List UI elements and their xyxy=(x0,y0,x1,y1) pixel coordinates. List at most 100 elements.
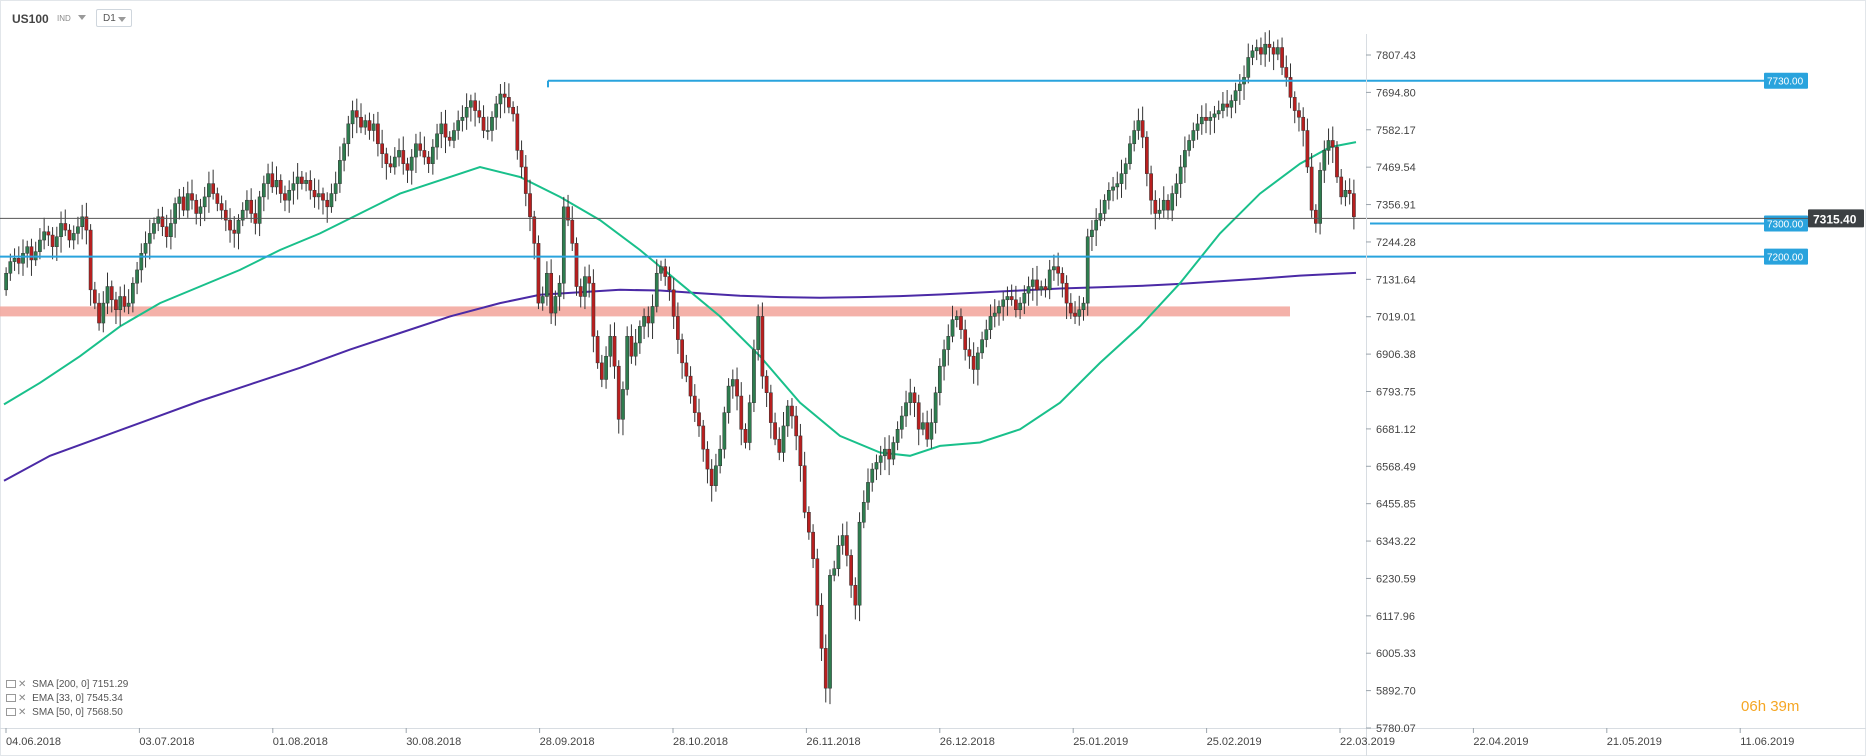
candle-body xyxy=(532,216,537,244)
candle-body xyxy=(156,216,161,224)
candle-body xyxy=(519,150,524,168)
candle-body xyxy=(912,392,917,403)
candle-body xyxy=(147,233,152,244)
candle-body xyxy=(1043,286,1048,291)
candle-body xyxy=(1060,272,1065,284)
candle-body xyxy=(1263,43,1268,55)
candle-body xyxy=(371,123,376,131)
legend-row-sma50[interactable]: ✕ SMA [50, 0] 7568.50 xyxy=(6,706,128,720)
symbol-selector[interactable]: US100 xyxy=(12,12,49,26)
candle-body xyxy=(1077,309,1082,317)
candle-body xyxy=(709,468,714,486)
candle-body xyxy=(553,296,558,314)
y-tick-label: 7807.43 xyxy=(1376,50,1416,62)
settings-icon[interactable] xyxy=(6,680,16,689)
close-icon[interactable]: ✕ xyxy=(18,707,27,718)
candle-body xyxy=(671,289,676,317)
candle-body xyxy=(984,329,989,340)
timeframe-selector[interactable]: D1 xyxy=(96,9,132,27)
candle-body xyxy=(232,229,237,234)
candle-body xyxy=(1339,176,1344,198)
candle-body xyxy=(177,196,182,204)
horizontal-levels: 7730.00 7300.00 7200.00 7315.40 xyxy=(0,72,1864,265)
candle-body xyxy=(215,193,220,204)
candle-body xyxy=(714,465,718,486)
candle-body xyxy=(338,160,342,184)
candle-body xyxy=(959,316,963,330)
chevron-down-icon[interactable] xyxy=(78,15,86,20)
settings-icon[interactable] xyxy=(6,694,16,703)
candle-body xyxy=(997,306,1001,314)
candle-body xyxy=(904,402,908,417)
candle-body xyxy=(1250,50,1255,58)
candle-body xyxy=(798,435,803,467)
candle-body xyxy=(392,156,397,168)
candle-body xyxy=(1208,116,1213,121)
candle-body xyxy=(1199,116,1204,125)
indicator-legend: ✕ SMA [200, 0] 7151.29 ✕ EMA [33, 0] 754… xyxy=(6,678,128,720)
candle-body xyxy=(583,276,587,297)
candle-body xyxy=(1204,116,1208,121)
candle-body xyxy=(426,156,431,164)
candle-body xyxy=(1128,143,1132,164)
candle-body xyxy=(1157,209,1162,214)
axes: 7807.43 7694.80 7582.17 7469.54 7356.91 7244.… xyxy=(0,34,1866,756)
x-tick-label: 30.08.2018 xyxy=(406,736,461,748)
countdown-h-unit: h xyxy=(1757,698,1767,715)
candle-body xyxy=(4,272,8,291)
candle-body xyxy=(397,150,401,158)
x-tick-label: 22.04.2019 xyxy=(1473,736,1528,748)
candle-body xyxy=(295,176,300,184)
candle-body xyxy=(688,375,693,397)
candle-body xyxy=(1254,47,1259,52)
candle-body xyxy=(92,289,97,304)
candle-body xyxy=(828,575,832,689)
candle-body xyxy=(1005,296,1010,301)
candle-body xyxy=(190,193,194,201)
legend-row-ema33[interactable]: ✕ EMA [33, 0] 7545.34 xyxy=(6,692,128,706)
candle-body xyxy=(185,193,190,211)
candle-body xyxy=(937,365,942,393)
candle-body xyxy=(823,648,828,689)
candle-body xyxy=(1191,130,1196,141)
close-icon[interactable]: ✕ xyxy=(18,693,27,704)
candle-body xyxy=(549,272,553,314)
candle-body xyxy=(870,468,875,483)
candle-body xyxy=(84,216,89,231)
candle-body xyxy=(342,143,346,161)
candle-body xyxy=(701,425,706,450)
countdown-m-unit: m xyxy=(1786,698,1800,715)
candle-body xyxy=(591,282,596,337)
candle-body xyxy=(785,405,790,427)
candle-body xyxy=(578,286,583,297)
candle-body xyxy=(50,234,55,247)
candle-body xyxy=(228,219,232,231)
candle-body xyxy=(207,183,211,198)
candle-body xyxy=(946,336,951,350)
current-price-label: 7315.40 xyxy=(1813,212,1857,226)
candle-body xyxy=(730,379,735,387)
y-tick-label: 6343.22 xyxy=(1376,536,1416,548)
candle-body xyxy=(414,143,418,158)
candle-body xyxy=(477,110,482,118)
legend-row-sma200[interactable]: ✕ SMA [200, 0] 7151.29 xyxy=(6,678,128,692)
candle-body xyxy=(790,405,794,417)
candle-body xyxy=(236,219,241,234)
candle-body xyxy=(418,143,423,151)
candle-body xyxy=(1145,136,1149,174)
candle-body xyxy=(1292,97,1297,111)
candle-body xyxy=(1280,47,1284,68)
candle-body xyxy=(908,392,913,403)
settings-icon[interactable] xyxy=(6,708,16,717)
candle-body xyxy=(557,282,562,297)
chart-toolbar: US100 IND D1 xyxy=(0,0,1866,34)
candle-body xyxy=(300,176,304,184)
candle-body xyxy=(1115,183,1120,188)
candle-body xyxy=(545,272,549,297)
close-icon[interactable]: ✕ xyxy=(18,679,27,690)
candle-body xyxy=(1052,266,1056,271)
candle-body xyxy=(80,216,85,228)
candle-body xyxy=(409,156,414,171)
candle-body xyxy=(126,302,131,307)
